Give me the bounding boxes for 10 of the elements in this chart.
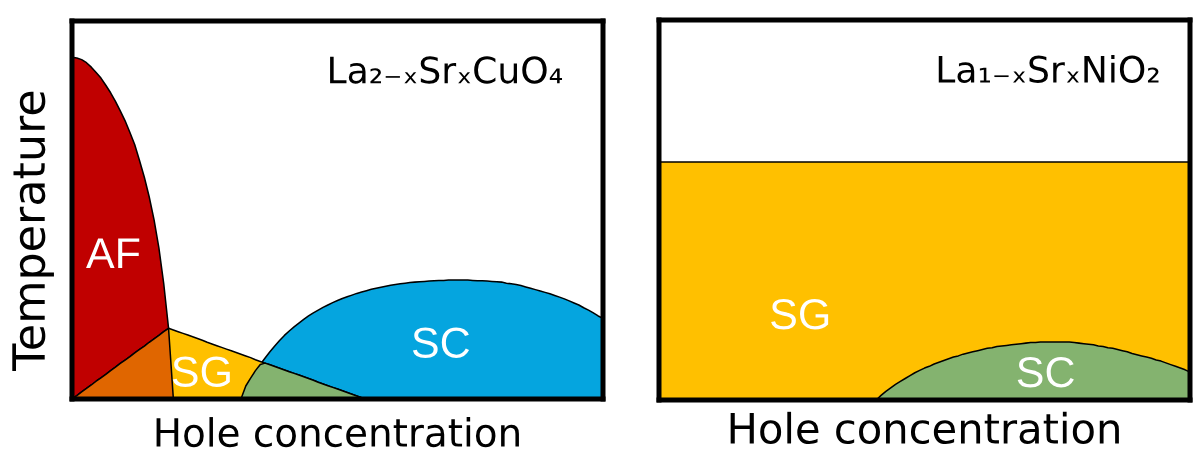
- y-axis-title: Temperature: [12, 91, 54, 371]
- chart-title: La₁₋ₓSrₓNiO₂: [938, 54, 1159, 83]
- series-label: SG: [172, 356, 230, 387]
- series-label: AF: [86, 238, 140, 269]
- chart-title: La₂₋ₓSrₓCuO₄: [330, 56, 563, 84]
- x-axis-title: Hole concentration: [730, 411, 1119, 445]
- x-axis-title: Hole concentration: [156, 417, 519, 448]
- series-label: SC: [1017, 356, 1074, 388]
- series-label: SC: [412, 327, 470, 358]
- band-label: SG: [771, 298, 829, 330]
